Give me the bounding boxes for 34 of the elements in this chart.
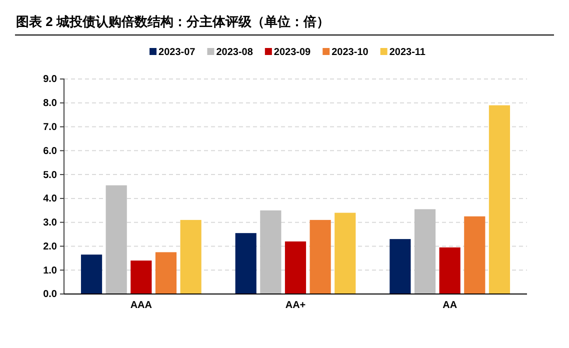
legend-label: 2023-08 [216,47,254,58]
bar [260,210,282,294]
bar [130,260,152,294]
x-tick-label: AA [442,300,458,311]
legend-label: 2023-10 [332,47,369,58]
bar [488,105,510,294]
bar [390,239,411,294]
legend-label: 2023-07 [158,47,196,58]
y-tick-label: 2.0 [43,241,58,252]
bar [235,233,256,294]
y-tick-label: 9.0 [43,74,58,86]
y-tick-label: 6.0 [43,146,58,157]
bar [284,241,306,294]
chart-title: 图表 2 城投债认购倍数结构：分主体评级（单位：倍） [16,14,330,29]
bar [439,247,460,294]
legend-label: 2023-09 [274,47,312,58]
x-tick-label: AAA [130,300,152,311]
y-tick-label: 1.0 [43,265,58,276]
y-tick-label: 8.0 [43,98,58,110]
bar [155,252,177,294]
y-tick-label: 0.0 [43,289,58,300]
y-tick-label: 3.0 [43,218,58,229]
x-tick-label: AA+ [285,300,306,311]
y-tick-label: 7.0 [43,122,58,133]
legend-label: 2023-11 [389,47,426,58]
bar [80,254,102,294]
bar [180,220,202,294]
y-tick-label: 4.0 [43,194,58,205]
bar [106,185,127,294]
bar [334,212,356,294]
bar [464,216,486,294]
y-tick-label: 5.0 [43,170,58,181]
bar [414,209,436,294]
bar [310,220,331,294]
